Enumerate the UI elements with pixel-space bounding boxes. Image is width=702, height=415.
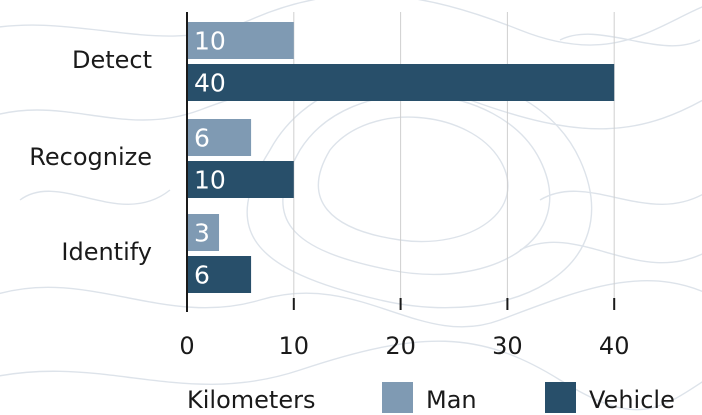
legend-swatch-vehicle [545, 382, 576, 413]
legend: Kilometers Man Vehicle [187, 382, 675, 414]
legend-label-man: Man [426, 386, 477, 414]
bars: 10 40 6 10 3 6 [187, 22, 615, 293]
tick-label-10: 10 [279, 332, 310, 360]
category-labels: Detect Recognize Identify [29, 46, 152, 266]
legend-swatch-man [382, 382, 413, 413]
tick-label-0: 0 [179, 332, 194, 360]
bar-detect-vehicle [187, 64, 615, 101]
data-label-identify-vehicle: 6 [194, 261, 210, 290]
category-label-detect: Detect [72, 46, 152, 74]
tick-label-20: 20 [385, 332, 416, 360]
data-label-identify-man: 3 [194, 219, 210, 248]
bar-recognize-man [187, 119, 252, 156]
category-label-identify: Identify [61, 238, 152, 266]
bar-detect-man [187, 22, 294, 59]
bar-recognize-vehicle [187, 161, 294, 198]
category-label-recognize: Recognize [29, 143, 152, 171]
tick-labels: 0 10 20 30 40 [179, 332, 629, 360]
x-axis-title: Kilometers [187, 386, 315, 414]
grid-lines [293, 12, 615, 298]
data-label-detect-man: 10 [194, 27, 226, 56]
data-label-recognize-vehicle: 10 [194, 166, 226, 195]
tick-label-30: 30 [492, 332, 523, 360]
tick-label-40: 40 [599, 332, 630, 360]
bar-identify-vehicle [187, 256, 252, 293]
bar-identify-man [187, 214, 220, 251]
data-label-recognize-man: 6 [194, 124, 210, 153]
data-label-detect-vehicle: 40 [194, 69, 226, 98]
legend-label-vehicle: Vehicle [589, 386, 675, 414]
axes [186, 12, 616, 312]
